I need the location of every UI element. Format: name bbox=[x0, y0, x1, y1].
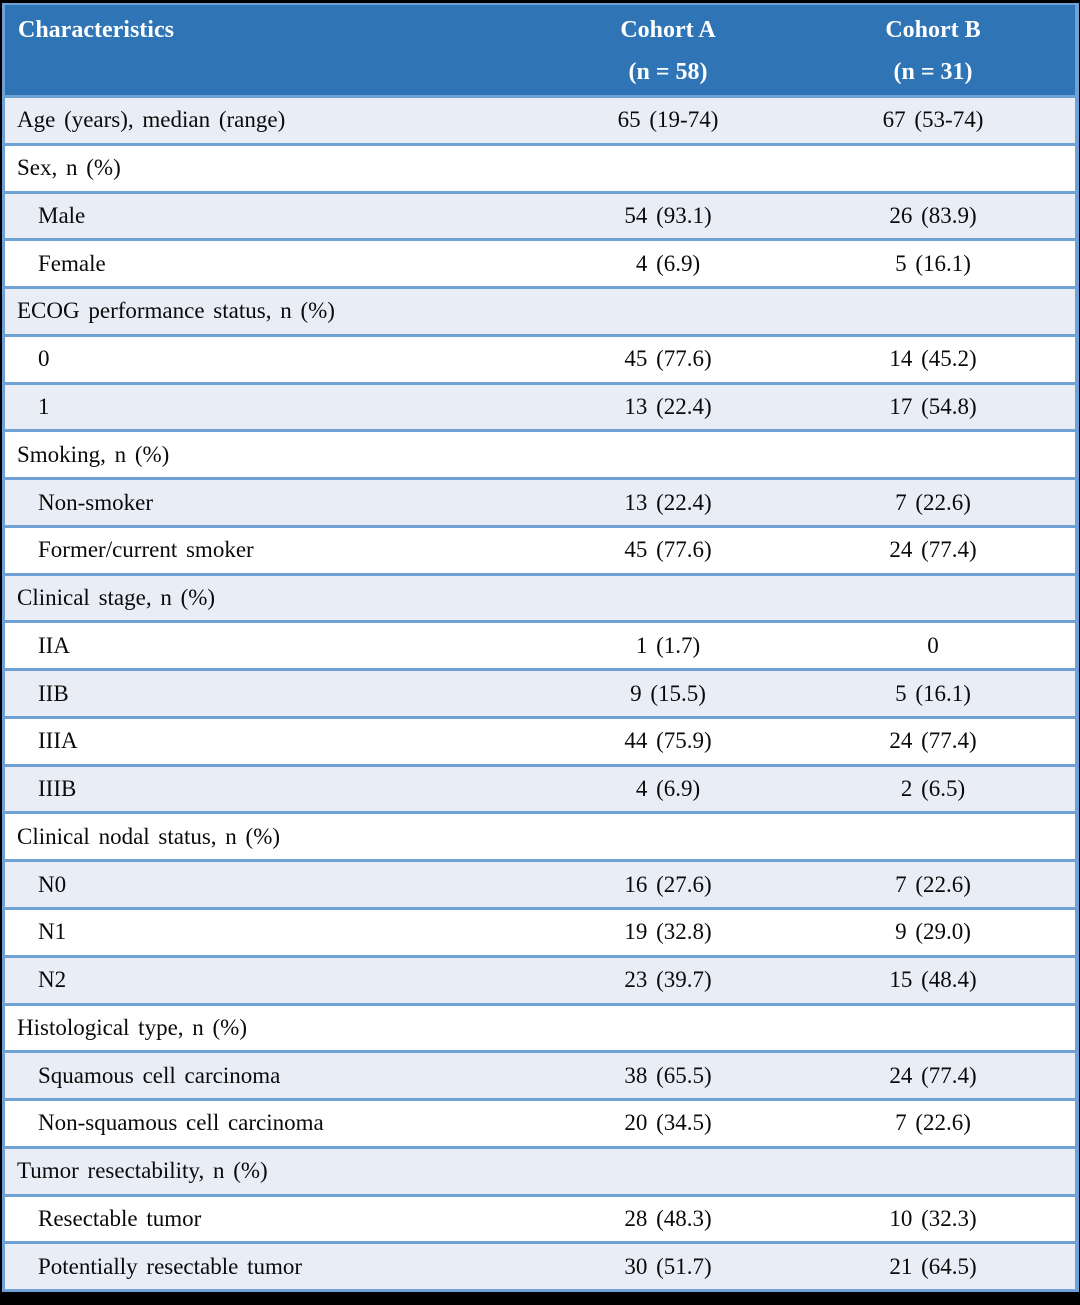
table-row: Histological type, n (%) bbox=[5, 1002, 1075, 1051]
table-row: IIIB 4 (6.9) 2 (6.5) bbox=[5, 763, 1075, 812]
row-label: N2 bbox=[38, 967, 67, 993]
table-row: Tumor resectability, n (%) bbox=[5, 1145, 1075, 1194]
row-label: Non-squamous cell carcinoma bbox=[38, 1110, 324, 1136]
header-cell-cohort-a: Cohort A (n = 58) bbox=[545, 5, 791, 95]
cohort-b-value: 14 (45.2) bbox=[889, 346, 977, 372]
table-row: Clinical nodal status, n (%) bbox=[5, 811, 1075, 860]
table-row: IIA 1 (1.7) 0 bbox=[5, 620, 1075, 669]
row-label: Resectable tumor bbox=[38, 1205, 202, 1231]
table-row: 1 13 (22.4) 17 (54.8) bbox=[5, 381, 1075, 430]
cohort-b-value: 26 (83.9) bbox=[889, 202, 977, 228]
cohort-b-value: 24 (77.4) bbox=[889, 537, 977, 563]
cohort-a-value: 28 (48.3) bbox=[624, 1205, 712, 1231]
cohort-b-value: 21 (64.5) bbox=[889, 1253, 977, 1279]
cohort-b-value: 9 (29.0) bbox=[895, 919, 971, 945]
table-row: N0 16 (27.6) 7 (22.6) bbox=[5, 859, 1075, 908]
row-label: Clinical nodal status, n (%) bbox=[17, 823, 281, 849]
table-header-row: Characteristics Cohort A (n = 58) Cohort… bbox=[5, 5, 1075, 95]
cohort-a-value: 4 (6.9) bbox=[635, 250, 701, 276]
row-label: IIB bbox=[38, 680, 69, 706]
cohort-a-value: 54 (93.1) bbox=[624, 202, 712, 228]
row-label: Tumor resectability, n (%) bbox=[17, 1158, 268, 1184]
cohort-a-value: 45 (77.6) bbox=[624, 537, 712, 563]
row-label: Squamous cell carcinoma bbox=[38, 1062, 281, 1088]
cohort-b-value: 7 (22.6) bbox=[895, 871, 971, 897]
cohort-a-value: 30 (51.7) bbox=[624, 1253, 712, 1279]
table-row: Resectable tumor 28 (48.3) 10 (32.3) bbox=[5, 1193, 1075, 1242]
table-row: Potentially resectable tumor 30 (51.7) 2… bbox=[5, 1241, 1075, 1290]
row-label: Former/current smoker bbox=[38, 537, 254, 563]
cohort-b-value: 15 (48.4) bbox=[889, 967, 977, 993]
row-label: Non-smoker bbox=[38, 489, 153, 515]
table-row: N2 23 (39.7) 15 (48.4) bbox=[5, 954, 1075, 1003]
row-label: Potentially resectable tumor bbox=[38, 1253, 303, 1279]
header-cell-cohort-b: Cohort B (n = 31) bbox=[791, 5, 1075, 95]
table-row: Non-smoker 13 (22.4) 7 (22.6) bbox=[5, 477, 1075, 525]
cohort-b-value: 5 (16.1) bbox=[895, 250, 971, 276]
table-row: ECOG performance status, n (%) bbox=[5, 286, 1075, 334]
cohort-a-value: 16 (27.6) bbox=[624, 871, 712, 897]
cohort-b-value: 10 (32.3) bbox=[889, 1205, 977, 1231]
table-row: Age (years), median (range) 65 (19-74) 6… bbox=[5, 95, 1075, 143]
cohort-a-value: 65 (19-74) bbox=[617, 107, 719, 133]
table-row: Squamous cell carcinoma 38 (65.5) 24 (77… bbox=[5, 1050, 1075, 1099]
table-body: Age (years), median (range) 65 (19-74) 6… bbox=[5, 95, 1075, 1290]
table-row: 0 45 (77.6) 14 (45.2) bbox=[5, 333, 1075, 382]
row-label: Age (years), median (range) bbox=[17, 107, 286, 133]
row-label: N0 bbox=[38, 871, 67, 897]
table-row: Smoking, n (%) bbox=[5, 429, 1075, 478]
row-label: Smoking, n (%) bbox=[17, 441, 170, 467]
table-row: Former/current smoker 45 (77.6) 24 (77.4… bbox=[5, 524, 1075, 573]
table-row: Sex, n (%) bbox=[5, 142, 1075, 191]
header-characteristics-label: Characteristics bbox=[18, 17, 174, 43]
row-label: N1 bbox=[38, 919, 67, 945]
cohort-b-value: 24 (77.4) bbox=[889, 728, 977, 754]
table-row: Female 4 (6.9) 5 (16.1) bbox=[5, 238, 1075, 287]
cohort-a-value: 23 (39.7) bbox=[624, 967, 712, 993]
row-label: IIA bbox=[38, 632, 70, 658]
row-label: 1 bbox=[38, 393, 50, 419]
cohort-a-value: 44 (75.9) bbox=[624, 728, 712, 754]
cohort-b-value: 5 (16.1) bbox=[895, 680, 971, 706]
row-label: IIIB bbox=[38, 776, 77, 802]
cohort-a-count: (n = 58) bbox=[628, 59, 708, 85]
row-label: Female bbox=[38, 250, 106, 276]
row-label: IIIA bbox=[38, 728, 78, 754]
header-cell-characteristics: Characteristics bbox=[5, 5, 545, 95]
cohort-a-value: 38 (65.5) bbox=[624, 1062, 712, 1088]
table-row: N1 19 (32.8) 9 (29.0) bbox=[5, 907, 1075, 955]
row-label: ECOG performance status, n (%) bbox=[17, 298, 335, 324]
cohort-b-value: 2 (6.5) bbox=[900, 776, 966, 802]
cohort-a-value: 19 (32.8) bbox=[624, 919, 712, 945]
cohort-b-count: (n = 31) bbox=[893, 59, 973, 85]
cohort-a-value: 13 (22.4) bbox=[624, 489, 712, 515]
cohort-a-value: 9 (15.5) bbox=[630, 680, 706, 706]
row-label: Clinical stage, n (%) bbox=[17, 585, 216, 611]
cohort-b-value: 7 (22.6) bbox=[895, 489, 971, 515]
table-row: IIIA 44 (75.9) 24 (77.4) bbox=[5, 715, 1075, 764]
row-label: 0 bbox=[38, 346, 50, 372]
characteristics-table: Characteristics Cohort A (n = 58) Cohort… bbox=[2, 3, 1079, 1292]
row-label: Histological type, n (%) bbox=[17, 1014, 248, 1040]
cohort-a-value: 4 (6.9) bbox=[635, 776, 701, 802]
cohort-a-value: 1 (1.7) bbox=[635, 632, 701, 658]
cohort-a-value: 45 (77.6) bbox=[624, 346, 712, 372]
cohort-b-value: 67 (53-74) bbox=[882, 107, 984, 133]
row-label: Male bbox=[38, 202, 86, 228]
table-row: Male 54 (93.1) 26 (83.9) bbox=[5, 190, 1075, 239]
cohort-a-value: 13 (22.4) bbox=[624, 393, 712, 419]
cohort-b-value: 17 (54.8) bbox=[889, 393, 977, 419]
cohort-b-value: 0 bbox=[927, 632, 939, 658]
cohort-a-title: Cohort A bbox=[620, 17, 716, 43]
cohort-b-value: 24 (77.4) bbox=[889, 1062, 977, 1088]
table-row: Clinical stage, n (%) bbox=[5, 572, 1075, 621]
table-row: IIB 9 (15.5) 5 (16.1) bbox=[5, 668, 1075, 716]
cohort-a-value: 20 (34.5) bbox=[624, 1110, 712, 1136]
cohort-b-title: Cohort B bbox=[885, 17, 981, 43]
row-label: Sex, n (%) bbox=[17, 155, 121, 181]
table-row: Non-squamous cell carcinoma 20 (34.5) 7 … bbox=[5, 1098, 1075, 1146]
cohort-b-value: 7 (22.6) bbox=[895, 1110, 971, 1136]
